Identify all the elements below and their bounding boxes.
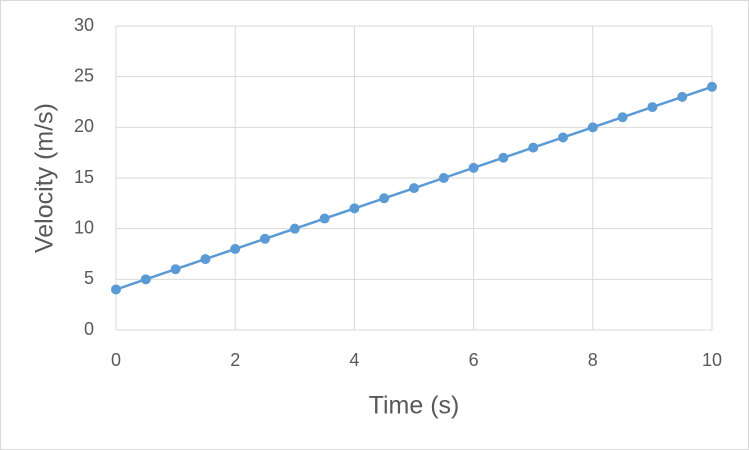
x-tick-label: 8 <box>588 350 598 370</box>
y-tick-label: 25 <box>74 65 94 85</box>
data-point <box>349 203 360 214</box>
data-point <box>379 193 390 204</box>
y-tick-label: 0 <box>84 319 94 339</box>
x-tick-label: 0 <box>111 350 121 370</box>
y-tick-label: 10 <box>74 217 94 237</box>
data-point <box>468 162 479 173</box>
x-tick-label: 4 <box>349 350 359 370</box>
x-axis-title: Time (s) <box>369 392 460 420</box>
y-tick-label: 15 <box>74 167 94 187</box>
data-point <box>558 132 568 143</box>
data-point <box>677 91 688 102</box>
data-point <box>498 152 509 163</box>
y-tick-label: 5 <box>84 268 94 288</box>
data-point <box>587 122 598 133</box>
data-point <box>111 284 121 295</box>
x-tick-label: 10 <box>702 350 722 370</box>
data-point <box>140 274 151 285</box>
data-point <box>617 112 628 123</box>
data-point <box>200 254 211 265</box>
x-tick-label: 2 <box>230 350 240 370</box>
x-tick-label: 6 <box>469 350 479 370</box>
data-point <box>230 243 241 254</box>
y-tick-label: 20 <box>74 116 94 136</box>
data-point <box>319 213 330 224</box>
data-point <box>438 173 449 183</box>
data-point <box>289 223 300 234</box>
data-point <box>170 264 181 275</box>
data-point <box>409 183 419 194</box>
data-point <box>528 142 539 153</box>
y-axis-title: Velocity (m/s) <box>31 103 59 253</box>
y-tick-label: 30 <box>74 15 94 35</box>
data-point <box>707 81 717 92</box>
data-point <box>647 102 658 113</box>
data-point <box>260 233 270 244</box>
